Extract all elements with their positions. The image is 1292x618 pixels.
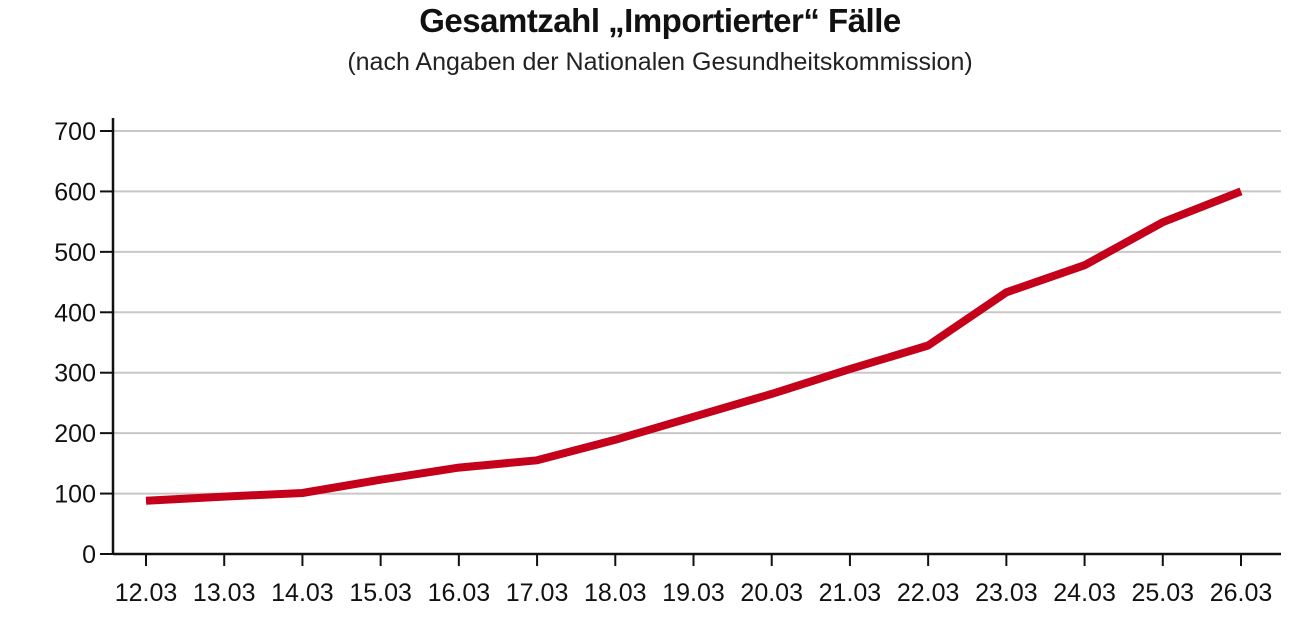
x-tick-label-22.03: 22.03	[897, 579, 960, 607]
data-point-24.03	[1084, 265, 1085, 266]
y-tick-label-300: 300	[54, 360, 96, 388]
y-tick-label-0: 0	[82, 541, 96, 569]
y-tick-label-700: 700	[54, 118, 96, 146]
y-tick-label-200: 200	[54, 420, 96, 448]
grid-lines	[113, 130, 1281, 495]
x-tick-label-15.03: 15.03	[349, 579, 412, 607]
x-tick-label-19.03: 19.03	[662, 579, 725, 607]
x-tick-label-24.03: 24.03	[1053, 579, 1116, 607]
data-point-25.03	[1162, 222, 1163, 223]
x-tick-label-21.03: 21.03	[819, 579, 882, 607]
data-point-14.03	[302, 492, 303, 493]
data-point-22.03	[928, 345, 929, 346]
data-point-16.03	[458, 467, 459, 468]
data-point-15.03	[380, 479, 381, 480]
y-tick-label-400: 400	[54, 299, 96, 327]
axes	[100, 118, 1281, 566]
data-point-18.03	[615, 439, 616, 440]
data-point-13.03	[224, 496, 225, 497]
x-tick-label-16.03: 16.03	[428, 579, 491, 607]
data-point-19.03	[693, 416, 694, 417]
data-point-23.03	[1006, 292, 1007, 293]
x-tick-label-18.03: 18.03	[584, 579, 647, 607]
x-tick-label-20.03: 20.03	[740, 579, 803, 607]
series-layer	[145, 187, 1243, 505]
chart-title: Gesamtzahl „Importierter“ Fälle	[419, 2, 901, 39]
y-tick-label-500: 500	[54, 239, 96, 267]
series-line-0	[145, 187, 1243, 505]
data-point-17.03	[537, 460, 538, 461]
data-point-26.03	[1241, 191, 1242, 192]
x-tick-label-12.03: 12.03	[115, 579, 178, 607]
data-point-21.03	[849, 369, 850, 370]
x-tick-label-14.03: 14.03	[271, 579, 334, 607]
data-point-12.03	[146, 500, 147, 501]
y-tick-label-100: 100	[54, 481, 96, 509]
x-tick-label-25.03: 25.03	[1132, 579, 1195, 607]
x-tick-label-23.03: 23.03	[975, 579, 1038, 607]
tick-labels: 0 100 200 300 400 500 600 700 12.03 13.03 14.03 15.…	[54, 118, 1272, 607]
x-tick-label-26.03: 26.03	[1210, 579, 1273, 607]
x-tick-label-17.03: 17.03	[506, 579, 569, 607]
data-point-20.03	[771, 393, 772, 394]
y-tick-label-600: 600	[54, 178, 96, 206]
chart-subtitle: (nach Angaben der Nationalen Gesundheits…	[347, 48, 973, 76]
x-tick-label-13.03: 13.03	[193, 579, 256, 607]
